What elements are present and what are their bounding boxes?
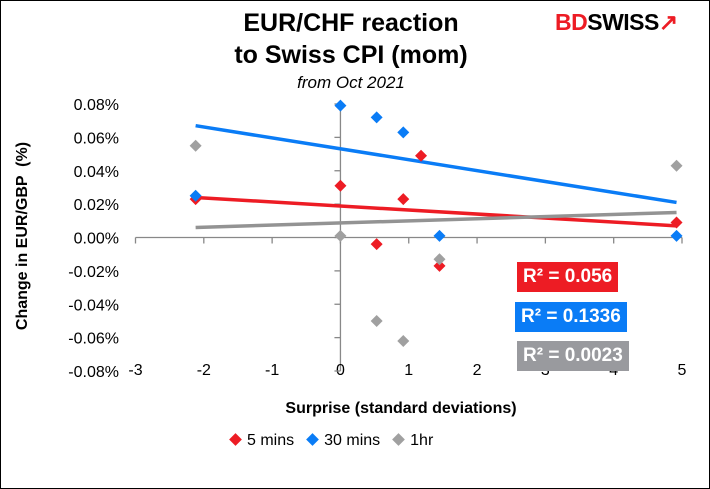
data-point-1hr bbox=[670, 159, 683, 172]
x-tick-label: -2 bbox=[197, 362, 211, 379]
data-point-30-mins bbox=[334, 99, 347, 112]
data-point-5-mins bbox=[370, 238, 383, 251]
chart-title-line2: to Swiss CPI (mom) bbox=[234, 41, 468, 69]
r2-label-1hr: R² = 0.0023 bbox=[517, 341, 629, 371]
data-point-5-mins bbox=[415, 149, 428, 162]
x-tick-label: -1 bbox=[265, 362, 279, 379]
data-point-1hr bbox=[397, 334, 410, 347]
x-tick-label: 1 bbox=[404, 362, 413, 379]
y-tick-label: 0.02% bbox=[74, 197, 119, 214]
data-point-30-mins bbox=[433, 229, 446, 242]
trendline-5-mins bbox=[195, 195, 677, 228]
y-tick-label: 0.06% bbox=[74, 130, 119, 147]
bdswiss-logo: BDSWISS↗ bbox=[555, 9, 678, 35]
legend: 5 mins 30 mins 1hr bbox=[229, 432, 433, 450]
data-point-1hr bbox=[189, 139, 202, 152]
chart-title-line1: EUR/CHF reaction bbox=[243, 9, 459, 37]
legend-marker-icon bbox=[306, 433, 319, 446]
legend-item-30-mins: 30 mins bbox=[306, 432, 380, 450]
x-tick-label: -3 bbox=[128, 362, 142, 379]
trendline-1hr bbox=[195, 210, 677, 230]
data-point-30-mins bbox=[670, 229, 683, 242]
data-point-30-mins bbox=[189, 189, 202, 202]
y-tick-label: -0.08% bbox=[68, 364, 119, 381]
trendline-30-mins bbox=[195, 123, 677, 205]
legend-marker-icon bbox=[229, 433, 242, 446]
x-axis-label: Surprise (standard deviations) bbox=[285, 400, 517, 417]
x-tick-label: 5 bbox=[678, 362, 687, 379]
y-tick-label: -0.02% bbox=[68, 264, 119, 281]
r2-label-5-mins: R² = 0.056 bbox=[517, 262, 619, 292]
data-point-1hr bbox=[334, 229, 347, 242]
legend-item-5-mins: 5 mins bbox=[229, 432, 294, 450]
legend-item-1hr: 1hr bbox=[392, 432, 433, 450]
x-tick-label: 2 bbox=[473, 362, 482, 379]
data-point-5-mins bbox=[670, 216, 683, 229]
y-tick-label: 0.04% bbox=[74, 164, 119, 181]
chart-subtitle: from Oct 2021 bbox=[297, 73, 405, 92]
data-point-5-mins bbox=[334, 179, 347, 192]
x-tick-label: 0 bbox=[336, 362, 345, 379]
data-point-5-mins bbox=[397, 193, 410, 206]
data-point-30-mins bbox=[397, 126, 410, 139]
data-point-30-mins bbox=[370, 111, 383, 124]
y-axis-label: Change in EUR/GBP (%) bbox=[14, 141, 31, 331]
legend-marker-icon bbox=[392, 433, 406, 446]
data-point-5-mins bbox=[433, 259, 446, 272]
y-tick-label: 0.08% bbox=[74, 97, 119, 114]
r2-label-30-mins: R² = 0.1336 bbox=[515, 302, 627, 332]
y-tick-label: -0.06% bbox=[68, 331, 119, 348]
y-tick-label: -0.04% bbox=[68, 297, 119, 314]
y-tick-label: 0.00% bbox=[74, 231, 119, 248]
data-point-1hr bbox=[370, 314, 383, 327]
data-point-1hr bbox=[433, 253, 446, 266]
